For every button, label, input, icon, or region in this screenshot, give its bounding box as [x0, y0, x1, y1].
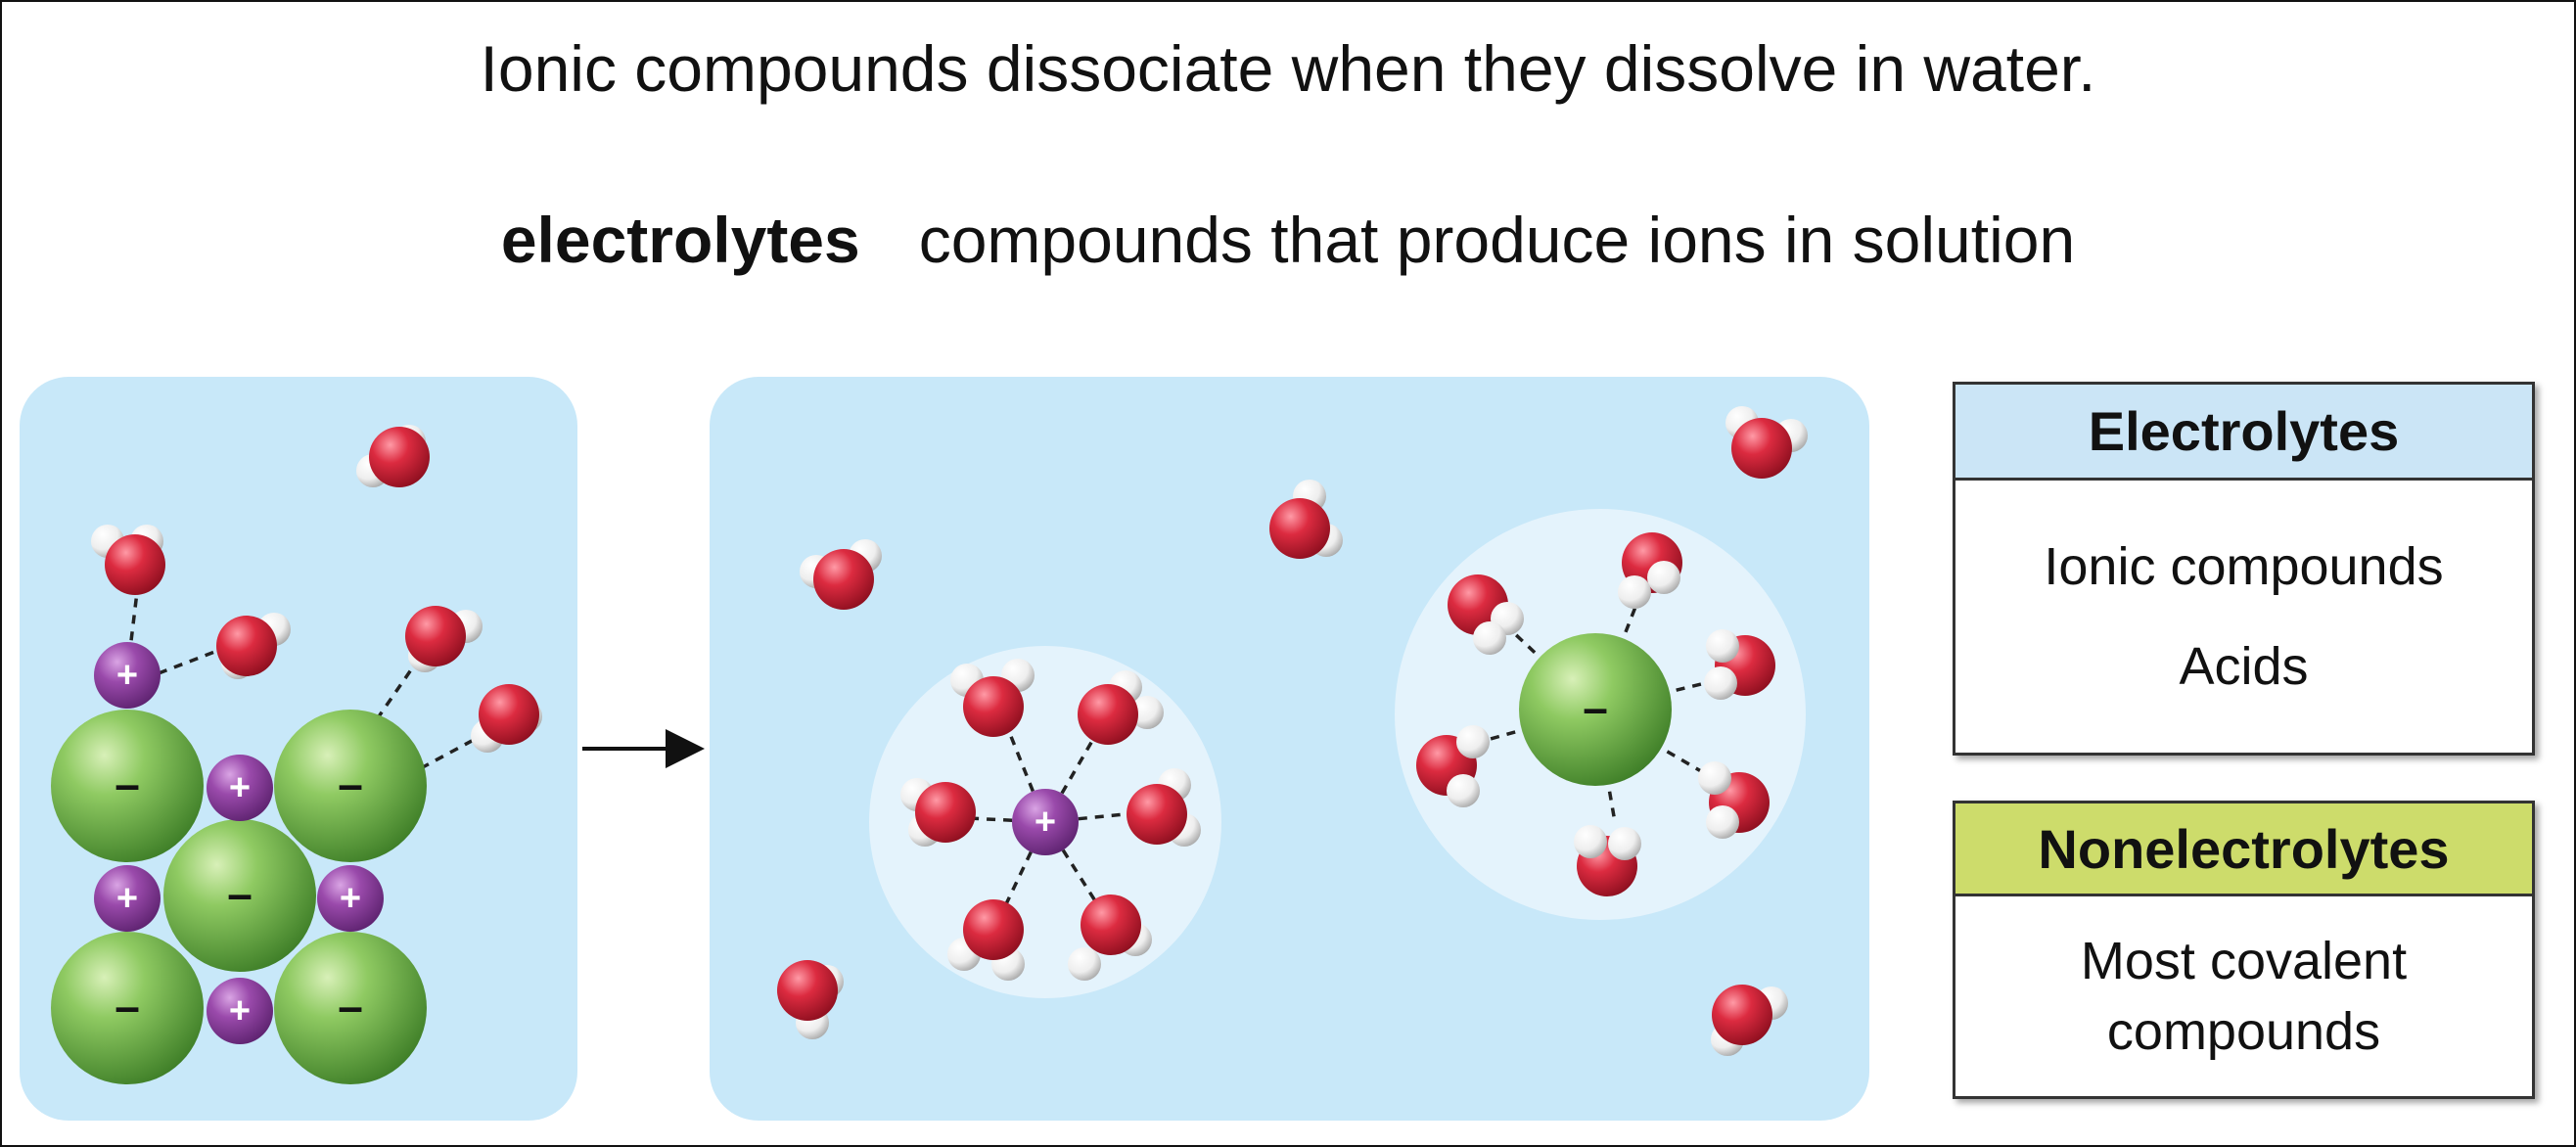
anion: – [274, 932, 427, 1084]
nonelectrolytes-header: Nonelectrolytes [1955, 803, 2532, 896]
slide-title: Ionic compounds dissociate when they dis… [480, 32, 2096, 105]
cation-sign: + [229, 990, 251, 1032]
cation: + [317, 865, 384, 932]
anion: – [274, 710, 427, 862]
cation-sign: + [1035, 802, 1056, 843]
water-molecule [1618, 532, 1682, 609]
definition-line: electrolytes compounds that produce ions … [0, 201, 2576, 279]
electrolytes-header: Electrolytes [1955, 385, 2532, 481]
nonelectrolytes-box: Nonelectrolytes Most covalent compounds [1953, 801, 2535, 1099]
water-molecule [1711, 985, 1788, 1056]
water-molecule [91, 525, 165, 595]
cation: + [94, 865, 161, 932]
water-molecule [1448, 574, 1524, 655]
cation-sign: + [340, 878, 361, 919]
water-molecule [1574, 825, 1641, 896]
nonelectrolytes-list: Most covalent compounds [1955, 896, 2532, 1096]
electrolytes-item-acids: Acids [2179, 637, 2309, 696]
solvated-cation: + [1012, 789, 1079, 855]
anion-sign: – [1583, 682, 1608, 733]
water-molecule [1416, 725, 1490, 807]
solvated-anion: – [1519, 633, 1672, 786]
water-molecule [1698, 761, 1770, 839]
water-molecule [900, 778, 976, 847]
water-molecules [91, 406, 1808, 1056]
cation-sign: + [229, 767, 251, 808]
water-molecule [1269, 480, 1343, 559]
definition-text: compounds that produce ions in solution [918, 204, 2076, 276]
water-molecule [405, 606, 483, 672]
water-molecule [800, 539, 882, 610]
anion-sign: – [338, 758, 363, 809]
water-molecule [216, 613, 291, 679]
water-molecule [1725, 406, 1808, 479]
cation: + [94, 642, 161, 709]
electrolytes-list: Ionic compounds Acids [1955, 481, 2532, 753]
electrolytes-item-ionic: Ionic compounds [2044, 537, 2444, 596]
nonelectrolytes-item-line2: compounds [2106, 1002, 2381, 1061]
water-molecule [950, 659, 1035, 737]
anion-sign: – [115, 758, 140, 809]
electrolytes-box: Electrolytes Ionic compounds Acids [1953, 382, 2535, 756]
cation: + [207, 978, 273, 1044]
cation-sign: + [116, 655, 138, 696]
water-molecule [1127, 768, 1201, 847]
cation: + [207, 755, 273, 821]
water-molecule [1704, 629, 1775, 700]
anion-sign: – [227, 868, 253, 919]
anion: – [51, 932, 204, 1084]
water-molecule [356, 425, 430, 487]
nonelectrolytes-item-line1: Most covalent [2080, 932, 2408, 990]
anion: – [163, 819, 316, 972]
anion: – [51, 710, 204, 862]
water-molecule [1068, 895, 1152, 981]
water-molecule [471, 684, 542, 753]
water-molecule [1078, 670, 1164, 745]
water-molecule [947, 899, 1025, 981]
water-molecule [777, 960, 844, 1039]
cation-sign: + [116, 878, 138, 919]
anion-sign: – [338, 981, 363, 1032]
definition-term: electrolytes [500, 204, 860, 276]
anion-sign: – [115, 981, 140, 1032]
